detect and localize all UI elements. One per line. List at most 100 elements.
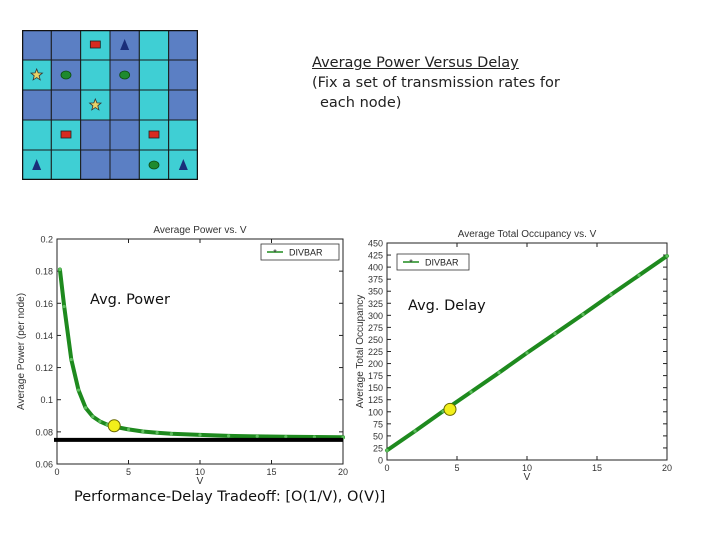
data-point bbox=[62, 304, 66, 309]
y-tick-label: 300 bbox=[368, 311, 383, 321]
data-point bbox=[553, 332, 557, 336]
y-tick-label: 325 bbox=[368, 299, 383, 309]
data-point bbox=[312, 435, 316, 439]
square-icon bbox=[89, 40, 101, 49]
y-tick-label: 0.14 bbox=[35, 331, 53, 341]
star-icon bbox=[29, 67, 44, 81]
y-tick-label: 0.06 bbox=[35, 460, 53, 470]
network-grid-svg bbox=[21, 29, 199, 181]
x-tick-label: 15 bbox=[266, 467, 276, 477]
y-tick-label: 0.08 bbox=[35, 427, 53, 437]
grid-cell bbox=[138, 119, 170, 151]
y-tick-label: 425 bbox=[368, 251, 383, 261]
x-tick-label: 5 bbox=[126, 467, 131, 477]
data-point bbox=[609, 292, 613, 297]
note-line-2: (Fix a set of transmission rates for bbox=[312, 75, 560, 91]
y-tick-label: 0.1 bbox=[40, 395, 53, 405]
title-note: Average Power Versus Delay (Fix a set of… bbox=[312, 53, 560, 113]
data-point bbox=[255, 434, 259, 438]
y-tick-label: 250 bbox=[368, 335, 383, 345]
y-tick-label: 0.2 bbox=[40, 235, 53, 245]
triangle-icon bbox=[32, 159, 42, 170]
y-tick-label: 200 bbox=[368, 359, 383, 369]
data-point bbox=[84, 406, 88, 410]
legend-label: DIVBAR bbox=[289, 248, 323, 258]
y-tick-label: 0 bbox=[378, 456, 383, 466]
x-axis-label: V bbox=[524, 472, 531, 483]
y-tick-label: 150 bbox=[368, 383, 383, 393]
data-point bbox=[126, 427, 131, 432]
note-line-1: Average Power Versus Delay bbox=[312, 55, 519, 71]
circle-icon bbox=[119, 70, 131, 80]
data-point bbox=[469, 390, 473, 394]
data-point bbox=[227, 434, 231, 438]
y-tick-label: 450 bbox=[368, 239, 383, 249]
circle-icon bbox=[148, 160, 160, 170]
grid-cell bbox=[109, 149, 140, 181]
y-tick-label: 25 bbox=[373, 443, 383, 453]
x-tick-label: 0 bbox=[384, 463, 389, 473]
grid-cell bbox=[21, 29, 52, 61]
y-tick-label: 50 bbox=[373, 431, 383, 441]
y-tick-label: 0.16 bbox=[35, 299, 53, 309]
data-point bbox=[98, 419, 102, 424]
grid-cell bbox=[138, 89, 170, 121]
y-tick-label: 225 bbox=[368, 347, 383, 357]
legend-swatch-star: * bbox=[409, 258, 413, 268]
data-point bbox=[284, 435, 288, 439]
grid-cell bbox=[138, 29, 170, 61]
data-point bbox=[155, 431, 159, 435]
chart-title: Average Power vs. V bbox=[153, 225, 247, 236]
data-point bbox=[69, 357, 73, 362]
legend-box bbox=[260, 243, 340, 261]
grid-cell bbox=[21, 89, 52, 121]
x-tick-label: 15 bbox=[592, 463, 602, 473]
x-axis-label: V bbox=[197, 476, 204, 487]
avg-delay-label: Avg. Delay bbox=[408, 298, 486, 314]
data-point bbox=[198, 433, 202, 437]
legend-label: DIVBAR bbox=[425, 258, 459, 268]
grid-cell bbox=[109, 89, 140, 121]
highlight-marker bbox=[443, 402, 457, 416]
grid-cell bbox=[80, 59, 111, 91]
x-tick-label: 20 bbox=[338, 467, 348, 477]
triangle-icon bbox=[120, 39, 130, 50]
highlight-marker bbox=[107, 419, 121, 433]
grid-cell bbox=[80, 149, 111, 181]
x-tick-label: 10 bbox=[522, 463, 532, 473]
power-chart: Average Power vs. V 0.06 0.08 0.1 0.12 0.14 0.… bbox=[16, 225, 348, 487]
y-tick-label: 125 bbox=[368, 395, 383, 405]
data-point bbox=[385, 448, 389, 452]
star-icon bbox=[88, 97, 103, 111]
y-tick-label: 175 bbox=[368, 371, 383, 381]
chart-title: Average Total Occupancy vs. V bbox=[458, 229, 597, 240]
y-axis-label: Average Total Occupancy bbox=[355, 295, 366, 409]
y-tick-label: 0.12 bbox=[35, 363, 53, 373]
grid-cell bbox=[168, 119, 199, 151]
grid-cell bbox=[168, 89, 199, 121]
data-point bbox=[665, 254, 669, 258]
y-tick-label: 0.18 bbox=[35, 267, 53, 277]
data-point bbox=[637, 273, 641, 277]
y-axis-label: Average Power (per node) bbox=[16, 293, 27, 410]
data-point bbox=[169, 432, 173, 436]
grid-cell bbox=[168, 29, 199, 61]
data-point bbox=[76, 388, 81, 392]
y-tick-label: 350 bbox=[368, 287, 383, 297]
x-tick-label: 5 bbox=[454, 463, 459, 473]
data-point bbox=[141, 429, 145, 434]
grid-cell bbox=[138, 59, 170, 91]
note-line-3: each node) bbox=[320, 95, 402, 111]
grid-cell bbox=[50, 149, 82, 181]
y-tick-label: 275 bbox=[368, 323, 383, 333]
grid-cell bbox=[109, 119, 140, 151]
legend-box bbox=[396, 253, 470, 271]
circle-icon bbox=[60, 70, 72, 80]
network-grid bbox=[21, 29, 199, 181]
y-tick-label: 375 bbox=[368, 275, 383, 285]
x-tick-label: 20 bbox=[662, 463, 672, 473]
x-tick-label: 10 bbox=[195, 467, 205, 477]
y-tick-label: 75 bbox=[373, 419, 383, 429]
grid-border bbox=[21, 29, 199, 181]
data-point bbox=[413, 429, 417, 433]
